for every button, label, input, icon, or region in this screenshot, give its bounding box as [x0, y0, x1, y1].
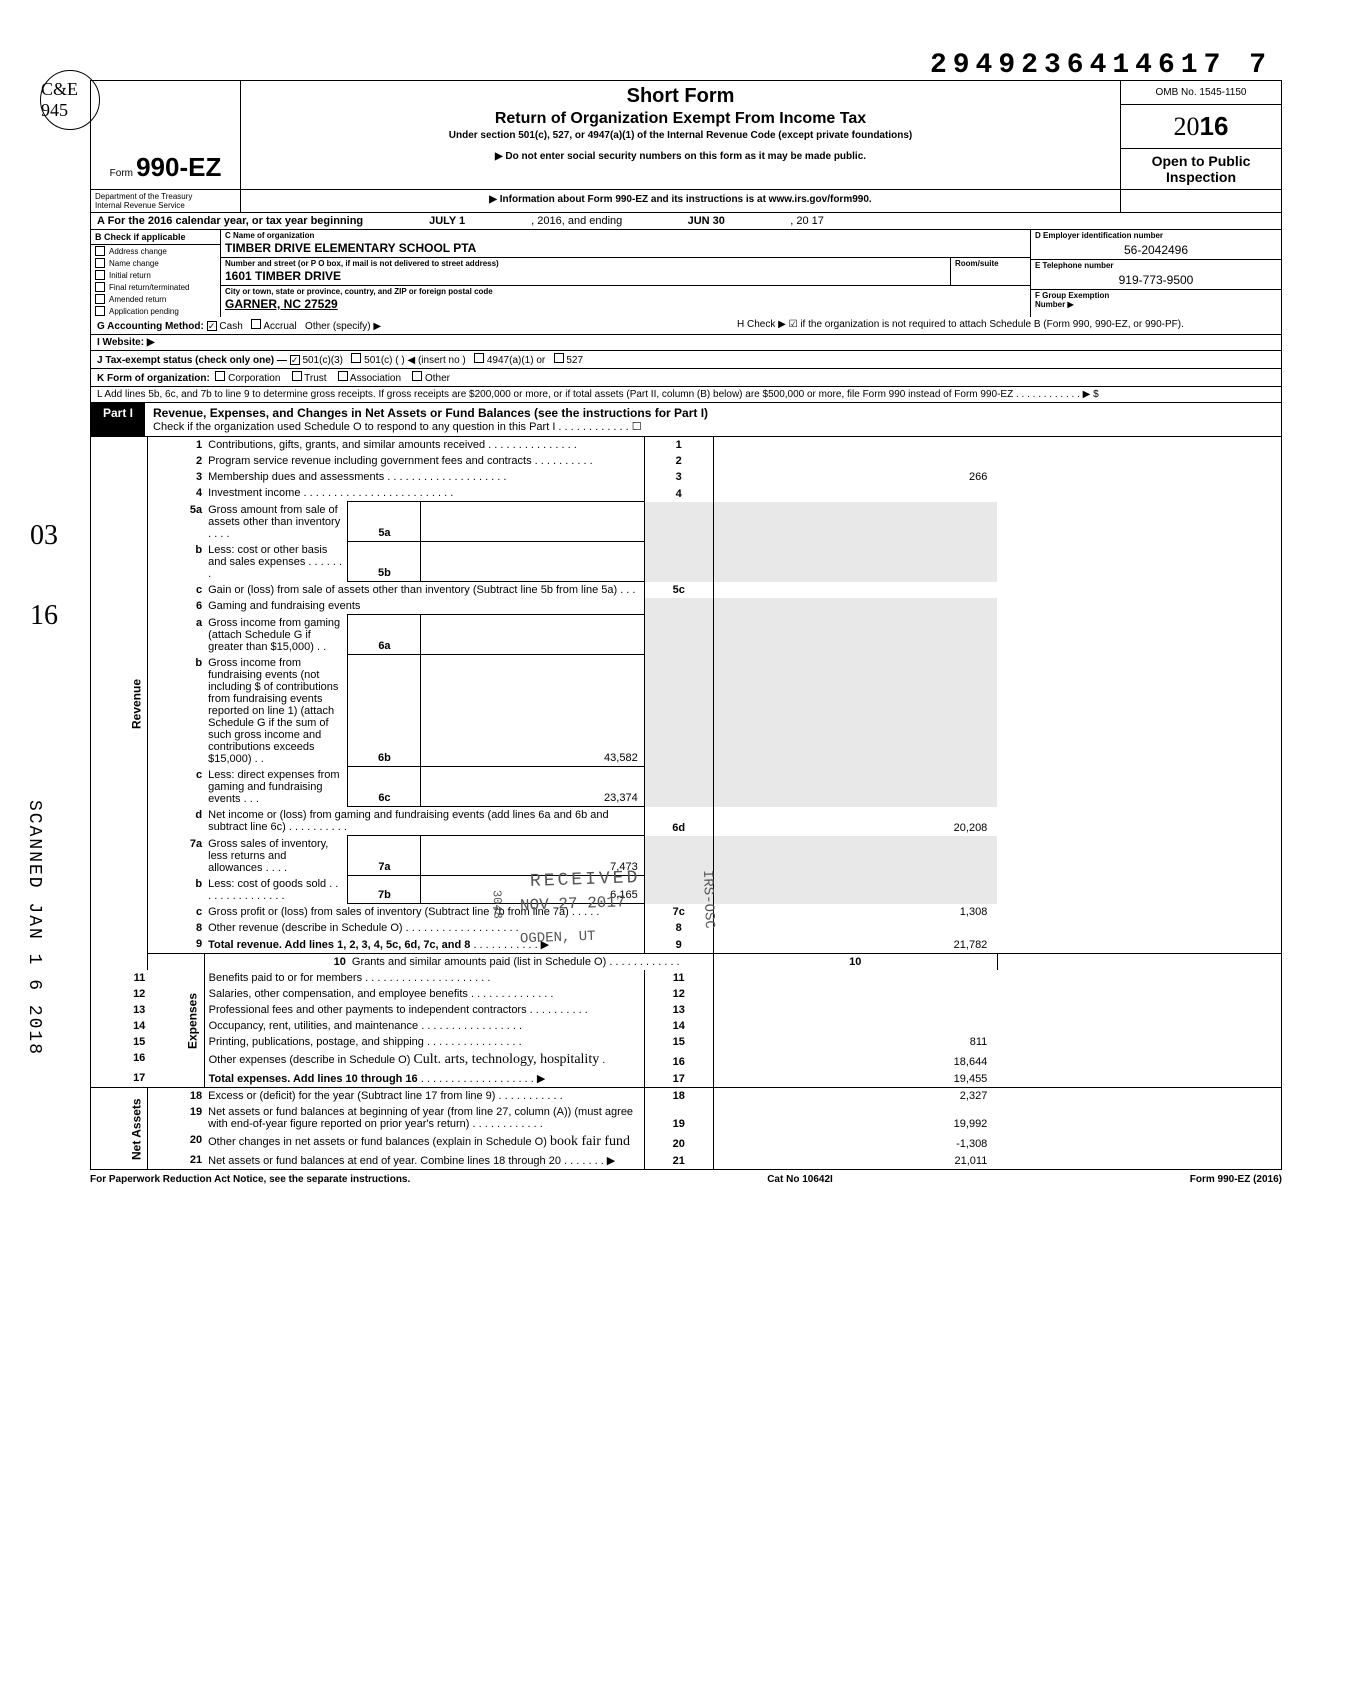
department: Department of the TreasuryInternal Reven… [91, 190, 241, 212]
part-1-header: Part I Revenue, Expenses, and Changes in… [90, 403, 1282, 437]
addr-change[interactable]: Address change [91, 245, 220, 257]
line20-amount: -1,308 [713, 1132, 997, 1152]
margin-note-top: 03 [30, 520, 58, 552]
form-number: 990-EZ [136, 152, 221, 182]
irs-stamp: IRS-OSC [699, 870, 717, 929]
ogden-stamp: OGDEN, UT [520, 929, 596, 948]
name-change[interactable]: Name change [91, 257, 220, 269]
line20-handwriting: book fair fund [550, 1134, 630, 1149]
final-return[interactable]: Final return/terminated [91, 281, 220, 293]
line-l: L Add lines 5b, 6c, and 7b to line 9 to … [90, 387, 1282, 403]
identification-grid: B Check if applicable Address change Nam… [90, 230, 1282, 317]
period-begin: JULY 1 [367, 215, 527, 227]
tax-year: 2016 [1121, 105, 1281, 149]
received-date-stamp: NOV 27 2017 [520, 893, 626, 915]
city-state-zip: GARNER, NC 27529 [221, 297, 1030, 313]
line17-amount: 19,455 [713, 1070, 997, 1088]
line21-amount: 21,011 [713, 1152, 997, 1170]
amended-return[interactable]: Amended return [91, 293, 220, 305]
line18-amount: 2,327 [713, 1088, 997, 1105]
seal-logo: C&E 945 [40, 70, 100, 130]
tax-period-row: A For the 2016 calendar year, or tax yea… [90, 213, 1282, 230]
form-prefix: Form [110, 168, 133, 179]
section-d: D Employer identification number 56-2042… [1031, 230, 1281, 317]
short-form-title: Short Form [251, 85, 1110, 108]
accrual-checkbox[interactable] [251, 319, 261, 329]
expenses-label: Expenses [147, 954, 204, 1088]
subtext: Under section 501(c), 527, or 4947(a)(1)… [251, 130, 1110, 141]
period-end: JUN 30 [626, 215, 786, 227]
line16-handwriting: Cult. arts, technology, hospitality [413, 1052, 599, 1067]
section-c: C Name of organization TIMBER DRIVE ELEM… [221, 230, 1031, 317]
line16-amount: 18,644 [713, 1050, 997, 1070]
line9-amount: 21,782 [713, 936, 997, 954]
initial-return[interactable]: Initial return [91, 269, 220, 281]
line6d-amount: 20,208 [713, 807, 997, 836]
line15-amount: 811 [713, 1034, 997, 1050]
cash-checkbox[interactable]: ✓ [207, 321, 217, 331]
part-1-table: Revenue 1 Contributions, gifts, grants, … [90, 437, 1282, 1170]
line6b-amount: 43,582 [421, 655, 644, 767]
revenue-label: Revenue [91, 437, 148, 970]
section-b: B Check if applicable Address change Nam… [91, 230, 221, 317]
ein: 56-2042496 [1031, 241, 1281, 259]
open-to-public: Open to PublicInspection [1121, 149, 1281, 189]
subtitle: Return of Organization Exempt From Incom… [251, 110, 1110, 128]
line7c-amount: 1,308 [713, 904, 997, 921]
received-stamp: RECEIVED [530, 868, 641, 892]
line19-amount: 19,992 [713, 1104, 997, 1132]
scan-stamp: SCANNED JAN 1 6 2018 [24, 800, 44, 1056]
street: 1601 TIMBER DRIVE [221, 269, 950, 285]
net-assets-label: Net Assets [91, 1088, 148, 1170]
margin-note-bot: 16 [30, 600, 58, 632]
tracking-number: 2949236414617 7 [930, 50, 1272, 81]
ssn-warning: ▶ Do not enter social security numbers o… [251, 151, 1110, 162]
page-footer: For Paperwork Reduction Act Notice, see … [90, 1170, 1282, 1185]
line-j: J Tax-exempt status (check only one) — ✓… [90, 351, 1282, 369]
line6c-amount: 23,374 [421, 767, 644, 807]
stamp-num: 3048 [490, 890, 505, 919]
line3-amount: 266 [713, 469, 997, 485]
phone: 919-773-9500 [1031, 271, 1281, 289]
line-i: I Website: ▶ [90, 335, 1282, 351]
line-g-h: G Accounting Method: ✓ Cash Accrual Othe… [90, 317, 1282, 335]
application-pending[interactable]: Application pending [91, 305, 220, 317]
form-header: Form 990-EZ Short Form Return of Organiz… [90, 80, 1282, 190]
line-k: K Form of organization: Corporation Trus… [90, 369, 1282, 387]
omb-number: OMB No. 1545-1150 [1121, 81, 1281, 105]
501c3-checkbox[interactable]: ✓ [290, 355, 300, 365]
org-name: TIMBER DRIVE ELEMENTARY SCHOOL PTA [221, 241, 1030, 257]
info-url: ▶ Information about Form 990-EZ and its … [241, 190, 1121, 212]
